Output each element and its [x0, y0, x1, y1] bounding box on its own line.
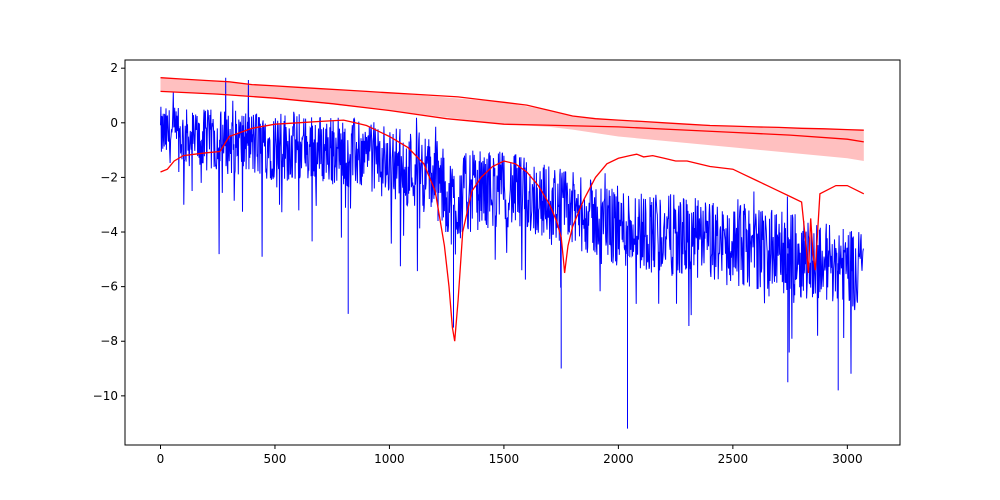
- y-axis: 2 0 −2 −4 −6 −8 −10: [93, 61, 125, 403]
- x-axis: 0 500 1000 1500 2000 2500 3000: [157, 445, 863, 466]
- shaded-band: [160, 77, 864, 161]
- x-tick-label: 2500: [718, 452, 749, 466]
- signal-layer: [160, 77, 864, 429]
- y-tick-label: −2: [100, 170, 118, 184]
- x-tick-label: 0: [157, 452, 165, 466]
- y-tick-label: −8: [100, 334, 118, 348]
- envelope-layer: [160, 77, 865, 342]
- x-tick-label: 1500: [489, 452, 520, 466]
- y-tick-label: 2: [110, 61, 118, 75]
- x-tick-label: 3000: [832, 452, 863, 466]
- shaded-band-layer: [160, 77, 864, 161]
- y-tick-label: −6: [100, 280, 118, 294]
- upper-envelope-line: [160, 77, 864, 131]
- center-line-line: [160, 90, 864, 143]
- plot-frame: [124, 59, 901, 446]
- y-tick-label: −4: [100, 225, 118, 239]
- x-tick-label: 500: [264, 452, 287, 466]
- y-tick-label: −10: [93, 389, 118, 403]
- signal-line: [160, 77, 864, 429]
- x-tick-label: 2000: [603, 452, 634, 466]
- x-tick-label: 1000: [374, 452, 405, 466]
- y-tick-label: 0: [110, 116, 118, 130]
- lower-envelope-line: [160, 119, 865, 342]
